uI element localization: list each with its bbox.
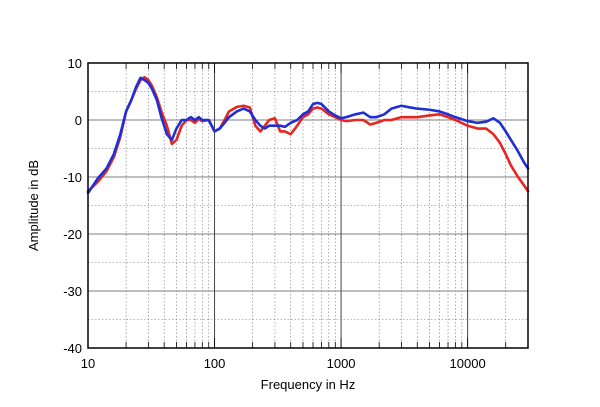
series-line-blue (86, 76, 530, 195)
y-tick-labels: -40 -30 -20 -10 0 10 (63, 56, 82, 356)
x-tick-label: 1000 (327, 356, 356, 371)
x-tick-label: 10 (81, 356, 95, 371)
x-axis-title: Frequency in Hz (261, 377, 356, 392)
y-axis-title: Amplitude in dB (26, 160, 41, 251)
y-tick-label: 10 (68, 56, 82, 71)
x-tick-labels: 10 100 1000 10000 (81, 356, 486, 371)
y-tick-label: -30 (63, 284, 82, 299)
x-tick-label: 100 (204, 356, 226, 371)
y-tick-label: -20 (63, 227, 82, 242)
y-tick-label: -40 (63, 341, 82, 356)
plot-frame (87, 62, 529, 349)
y-tick-label: -10 (63, 170, 82, 185)
series-layer (86, 75, 530, 195)
y-tick-label: 0 (75, 113, 82, 128)
x-tick-label: 10000 (450, 356, 486, 371)
grid (88, 63, 528, 348)
